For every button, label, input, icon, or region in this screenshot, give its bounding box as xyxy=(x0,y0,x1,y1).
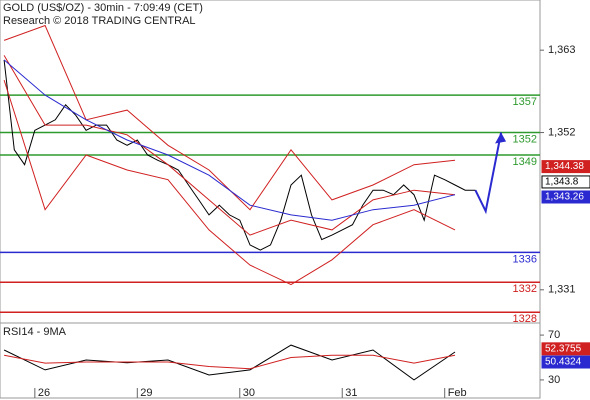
price-box xyxy=(541,175,590,189)
level-label: 1357 xyxy=(513,96,537,108)
price-label: 1,343.26 xyxy=(545,192,584,203)
level-label: 1328 xyxy=(513,313,537,325)
level-label: 1332 xyxy=(513,283,537,295)
x-tick-label: 30 xyxy=(243,387,255,399)
price-label: 1,343.8 xyxy=(545,177,579,188)
price-box xyxy=(541,160,590,174)
chart-title: GOLD (US$/OZ) - 30min - 7:09:49 (CET) xyxy=(3,2,203,14)
price-box xyxy=(541,342,590,356)
price-label: 50.4324 xyxy=(545,357,582,368)
series-line xyxy=(3,59,456,221)
x-tick-label: 26 xyxy=(38,387,50,399)
price-label: 52.3755 xyxy=(545,343,582,354)
x-tick-label: Feb xyxy=(448,387,467,399)
price-box xyxy=(541,190,590,204)
rsi-title: RSI14 - 9MA xyxy=(3,326,67,338)
forecast-line xyxy=(474,132,503,215)
level-label: 1349 xyxy=(513,156,537,168)
series-line xyxy=(4,354,456,370)
plot-frame xyxy=(0,0,541,399)
level-label: 1336 xyxy=(513,253,537,265)
price-box xyxy=(541,355,590,369)
price-label: 1,344.38 xyxy=(545,161,584,172)
x-tick-label: 31 xyxy=(345,387,357,399)
y-tick-label: 30 xyxy=(548,374,560,386)
series-line xyxy=(3,344,456,381)
y-tick-label: 70 xyxy=(548,329,560,341)
series-line xyxy=(3,79,456,286)
chart-subtitle: Research © 2018 TRADING CENTRAL xyxy=(3,15,196,27)
level-label: 1352 xyxy=(513,133,537,145)
arrow-head xyxy=(495,132,507,144)
x-tick-label: 29 xyxy=(140,387,152,399)
y-tick-label: 1,363 xyxy=(548,44,576,56)
series-line xyxy=(3,55,456,236)
y-tick-label: 1,352 xyxy=(548,126,576,138)
y-tick-label: 1,331 xyxy=(548,284,576,296)
